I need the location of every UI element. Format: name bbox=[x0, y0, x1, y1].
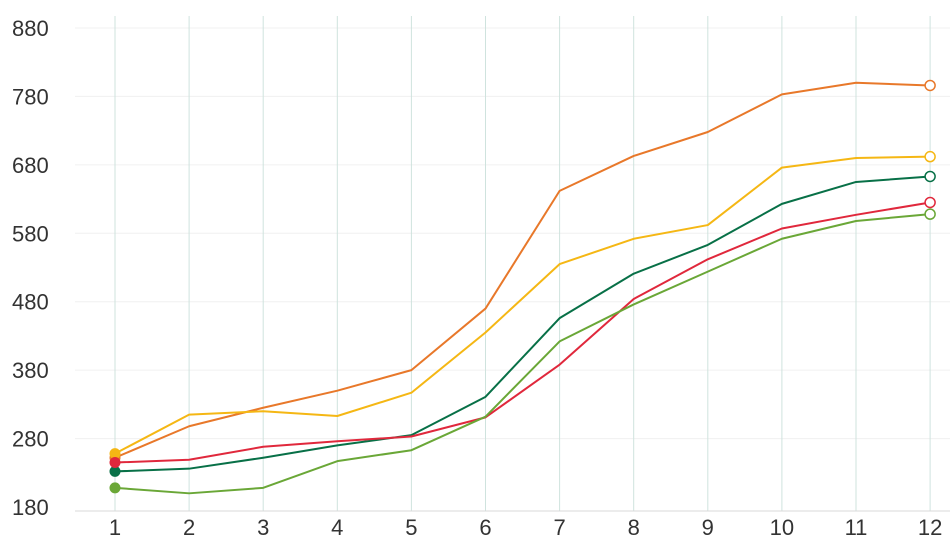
series-start-marker-5 bbox=[109, 482, 121, 494]
y-tick-label: 780 bbox=[12, 84, 49, 109]
series-markers bbox=[109, 79, 936, 494]
y-tick-label: 180 bbox=[12, 495, 49, 520]
y-tick-label: 280 bbox=[12, 427, 49, 452]
series-line-4 bbox=[114, 201, 931, 464]
x-tick-label: 12 bbox=[918, 515, 942, 540]
x-tick-label: 3 bbox=[257, 515, 269, 540]
y-tick-label: 480 bbox=[12, 290, 49, 315]
series-end-marker-4 bbox=[924, 196, 936, 209]
series-line-3 bbox=[114, 175, 931, 473]
y-tick-label: 580 bbox=[12, 221, 49, 246]
horizontal-gridlines bbox=[75, 27, 950, 440]
series-line-2 bbox=[114, 155, 931, 455]
x-tick-label: 4 bbox=[331, 515, 343, 540]
x-tick-label: 1 bbox=[109, 515, 121, 540]
series-end-marker-3 bbox=[924, 170, 936, 183]
x-tick-label: 7 bbox=[553, 515, 565, 540]
x-tick-label: 11 bbox=[845, 515, 868, 540]
x-tick-label: 9 bbox=[702, 515, 714, 540]
x-tick-label: 8 bbox=[628, 515, 640, 540]
series-lines bbox=[114, 81, 931, 495]
series-end-marker-2 bbox=[924, 150, 936, 163]
series-line-1 bbox=[114, 81, 931, 459]
x-axis-tick-labels: 1 2 3 4 5 6 7 8 9 10 11 12 bbox=[109, 515, 942, 540]
y-tick-label: 880 bbox=[12, 16, 49, 41]
series-end-marker-5 bbox=[924, 208, 936, 220]
series-line-5 bbox=[114, 213, 931, 495]
series-end-marker-1 bbox=[924, 79, 936, 92]
x-tick-label: 10 bbox=[770, 515, 794, 540]
x-tick-label: 2 bbox=[183, 515, 195, 540]
series-start-marker-4 bbox=[109, 457, 121, 469]
x-tick-label: 6 bbox=[479, 515, 491, 540]
x-tick-label: 5 bbox=[405, 515, 417, 540]
y-axis-tick-labels: 180 280 380 480 580 680 780 880 bbox=[12, 16, 49, 520]
y-tick-label: 380 bbox=[12, 358, 49, 383]
y-tick-label: 680 bbox=[12, 153, 49, 178]
